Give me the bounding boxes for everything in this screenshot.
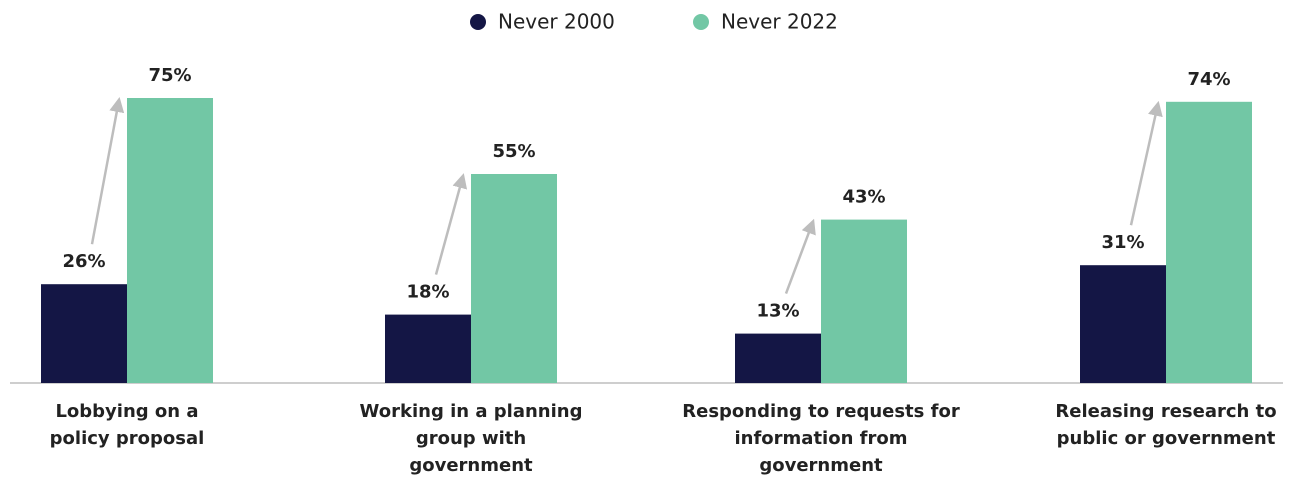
value-label: 31% [1101,232,1144,253]
x-tick-label: Responding to requests for information f… [682,401,960,476]
bar [821,219,907,383]
bar [471,174,557,383]
bar [1166,101,1252,384]
value-label: 26% [62,251,105,272]
legend-label: Never 2000 [498,10,615,34]
x-tick-label: Releasing research to public or governme… [1055,401,1277,449]
bar [385,314,471,383]
x-tick-label: Lobbying on a policy proposal [49,401,205,449]
bar [1080,265,1166,383]
bar [41,284,127,383]
legend-swatch [470,14,486,30]
value-label: 55% [492,141,535,162]
arrow [434,173,468,275]
value-label: 75% [148,65,191,86]
arrow [784,218,816,295]
bar [127,98,213,383]
bar [735,333,821,383]
value-label: 74% [1187,69,1230,90]
x-tick-label: Working in a planning group with governm… [359,401,583,476]
arrow [90,97,125,245]
arrow [1129,100,1163,226]
legend-label: Never 2022 [721,10,838,34]
value-label: 13% [756,301,799,322]
legend-swatch [693,14,709,30]
value-label: 18% [406,282,449,303]
value-label: 43% [842,187,885,208]
